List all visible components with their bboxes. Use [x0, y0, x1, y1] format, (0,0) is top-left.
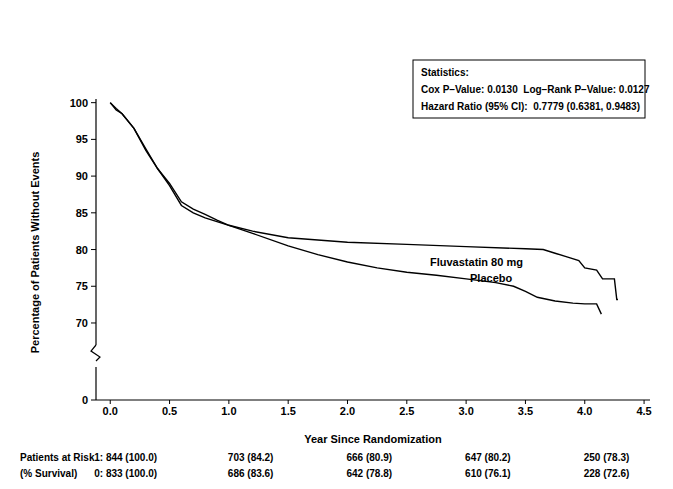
at-risk-cell: 228 (72.6): [584, 468, 630, 479]
x-tick-label: 2.5: [399, 405, 414, 417]
y-tick-label: 80: [76, 244, 88, 256]
at-risk-cell: 642 (78.8): [346, 468, 392, 479]
y-tick-label: 0: [82, 394, 88, 406]
x-tick: [406, 400, 407, 404]
plot-area: [110, 103, 618, 314]
x-tick: [288, 400, 289, 404]
y-tick-label: 90: [76, 170, 88, 182]
y-tick-label: 75: [76, 280, 88, 292]
x-tick: [110, 400, 111, 404]
y-tick-label: 70: [76, 317, 88, 329]
annotation: Statistics:: [421, 67, 469, 78]
at-risk-cell: 666 (80.9): [346, 452, 392, 463]
at-risk-sublabel: (% Survival): [20, 468, 77, 479]
y-tick: [91, 322, 96, 323]
y-axis-line: [95, 367, 96, 400]
x-axis-label: Year Since Randomization: [304, 433, 442, 445]
x-axis-line: [96, 399, 650, 400]
at-risk-cell: 250 (78.3): [584, 452, 630, 463]
at-risk-cell: 1: 844 (100.0): [94, 452, 157, 463]
at-risk-cell: 610 (76.1): [465, 468, 511, 479]
chart: 0 70 75 80 85 90 95 100 0.0 0.5 1.0 1.5 2.0 2.5 3.0 3.5…: [0, 0, 673, 489]
y-tick-label: 95: [76, 133, 88, 145]
series-label: Placebo: [470, 272, 512, 284]
y-tick: [91, 176, 96, 177]
y-axis-line: [95, 99, 96, 345]
at-risk-cell: 0: 833 (100.0): [94, 468, 157, 479]
y-tick-label: 100: [70, 97, 88, 109]
background: [0, 0, 673, 489]
survival-line: [110, 103, 601, 314]
x-tick-label: 3.5: [518, 405, 533, 417]
x-tick-label: 3.0: [458, 405, 473, 417]
at-risk-cell: 647 (80.2): [465, 452, 511, 463]
y-axis-break: [91, 345, 100, 361]
x-tick: [228, 400, 229, 404]
x-tick-label: 0.5: [162, 405, 177, 417]
x-tick-label: 1.0: [221, 405, 236, 417]
x-tick: [466, 400, 467, 404]
at-risk-cell: 703 (84.2): [228, 452, 274, 463]
y-tick: [91, 400, 96, 401]
x-tick: [347, 400, 348, 404]
x-tick-label: 4.0: [577, 405, 592, 417]
y-tick: [91, 286, 96, 287]
x-tick: [584, 400, 585, 404]
y-tick: [91, 212, 96, 213]
y-tick: [91, 139, 96, 140]
survival-line: [110, 103, 618, 300]
series-label: Fluvastatin 80 mg: [430, 256, 523, 268]
annotation: Cox P–Value: 0.0130 Log–Rank P–Value: 0.…: [421, 84, 650, 95]
x-tick: [525, 400, 526, 404]
y-axis-label: Percentage of Patients Without Events: [29, 152, 41, 354]
x-tick-label: 4.5: [636, 405, 651, 417]
at-risk-label: Patients at Risk: [20, 452, 95, 463]
x-tick-label: 0.0: [103, 405, 118, 417]
y-tick: [91, 102, 96, 103]
y-tick-label: 85: [76, 207, 88, 219]
x-tick-label: 2.0: [340, 405, 355, 417]
annotation: Hazard Ratio (95% CI): 0.7779 (0.6381, 0…: [421, 101, 640, 112]
y-tick: [91, 249, 96, 250]
x-tick: [644, 400, 645, 404]
x-tick-label: 1.5: [281, 405, 296, 417]
at-risk-cell: 686 (83.6): [228, 468, 274, 479]
x-tick: [169, 400, 170, 404]
